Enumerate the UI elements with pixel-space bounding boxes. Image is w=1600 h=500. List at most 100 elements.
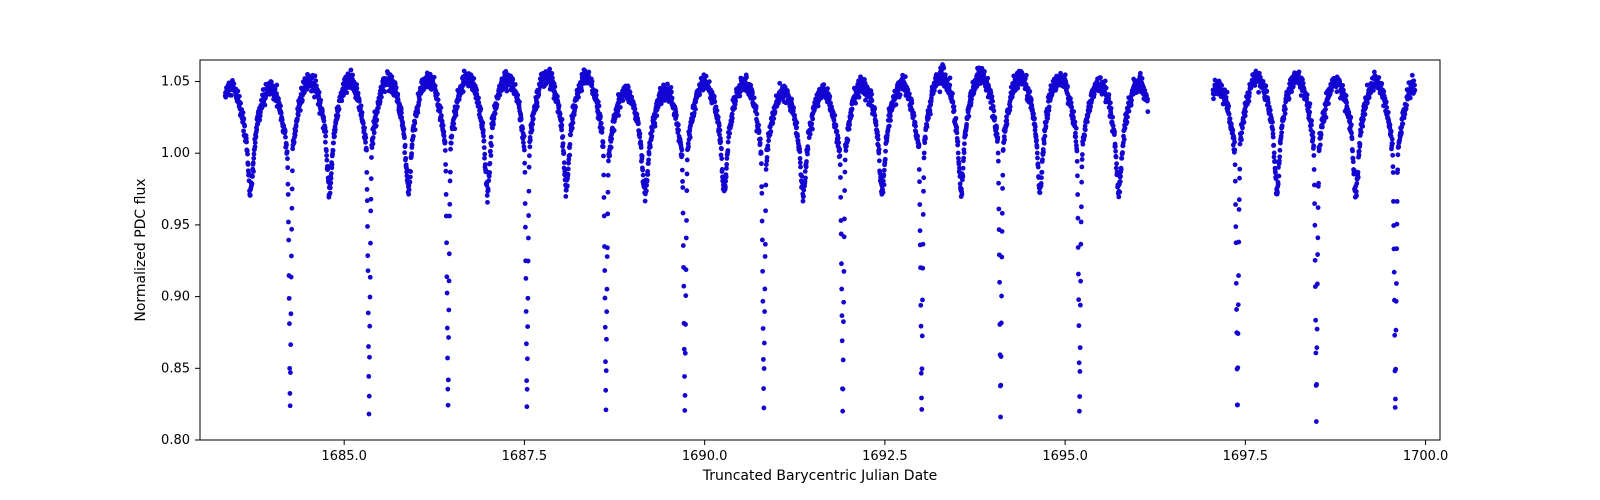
flux-point: [248, 193, 253, 198]
flux-point: [1384, 105, 1389, 110]
flux-point: [921, 189, 926, 194]
flux-point: [369, 155, 374, 160]
flux-point: [409, 151, 414, 156]
flux-point: [601, 144, 606, 149]
flux-point: [1123, 126, 1128, 131]
flux-point: [408, 169, 413, 174]
flux-point: [288, 370, 293, 375]
flux-point: [681, 211, 686, 216]
flux-point: [763, 242, 768, 247]
flux-point: [773, 109, 778, 114]
flux-point: [1287, 96, 1292, 101]
flux-point: [576, 95, 581, 100]
flux-point: [918, 303, 923, 308]
flux-point: [443, 169, 448, 174]
flux-point: [364, 170, 369, 175]
flux-point: [907, 91, 912, 96]
flux-point: [1116, 195, 1121, 200]
flux-point: [528, 138, 533, 143]
flux-point: [289, 275, 294, 280]
flux-point: [605, 211, 610, 216]
flux-point: [1389, 129, 1394, 134]
flux-point: [344, 90, 349, 95]
flux-point: [495, 102, 500, 107]
flux-point: [570, 126, 575, 131]
flux-point: [1315, 252, 1320, 257]
flux-point: [962, 141, 967, 146]
flux-point: [318, 98, 323, 103]
flux-point: [693, 107, 698, 112]
flux-point: [762, 366, 767, 371]
flux-point: [937, 89, 942, 94]
flux-point: [1040, 157, 1045, 162]
flux-point: [368, 295, 373, 300]
flux-point: [801, 194, 806, 199]
flux-point: [1240, 126, 1245, 131]
flux-point: [563, 194, 568, 199]
flux-point: [795, 134, 800, 139]
flux-point: [626, 85, 631, 90]
flux-point: [956, 139, 961, 144]
flux-point: [448, 170, 453, 175]
flux-point: [517, 99, 522, 104]
flux-point: [947, 83, 952, 88]
flux-point: [683, 351, 688, 356]
flux-point: [653, 124, 658, 129]
flux-point: [298, 108, 303, 113]
flux-point: [313, 73, 318, 78]
flux-point: [1311, 153, 1316, 158]
flux-point: [605, 254, 610, 259]
flux-point: [604, 337, 609, 342]
flux-point: [1280, 123, 1285, 128]
flux-point: [287, 366, 292, 371]
flux-point: [284, 142, 289, 147]
flux-point: [920, 266, 925, 271]
flux-point: [804, 165, 809, 170]
flux-point: [497, 93, 502, 98]
flux-point: [1320, 125, 1325, 130]
y-tick-label: 1.00: [161, 146, 190, 161]
flux-point: [1226, 104, 1231, 109]
flux-point: [952, 108, 957, 113]
flux-point: [1367, 95, 1372, 100]
flux-point: [1391, 170, 1396, 175]
flux-point: [1271, 135, 1276, 140]
flux-point: [909, 101, 914, 106]
flux-point: [1393, 397, 1398, 402]
flux-point: [596, 99, 601, 104]
flux-point: [571, 120, 576, 125]
flux-point: [443, 140, 448, 145]
flux-point: [1233, 162, 1238, 167]
flux-point: [821, 82, 826, 87]
flux-point: [350, 73, 355, 78]
flux-point: [1309, 123, 1314, 128]
flux-point: [1211, 96, 1216, 101]
flux-point: [251, 156, 256, 161]
flux-point: [1316, 205, 1321, 210]
flux-point: [1000, 229, 1005, 234]
flux-point: [1312, 201, 1317, 206]
flux-point: [1080, 157, 1085, 162]
flux-point: [847, 127, 852, 132]
flux-point: [436, 97, 441, 102]
flux-point: [559, 128, 564, 133]
flux-point: [764, 167, 769, 172]
flux-point: [531, 117, 536, 122]
x-tick-label: 1695.0: [1042, 449, 1088, 464]
flux-point: [367, 324, 372, 329]
flux-point: [1129, 103, 1134, 108]
flux-point: [1145, 109, 1150, 114]
flux-point: [1392, 270, 1397, 275]
flux-point: [682, 374, 687, 379]
flux-point: [235, 89, 240, 94]
flux-point: [488, 149, 493, 154]
flux-point: [602, 195, 607, 200]
flux-point: [759, 184, 764, 189]
flux-point: [1039, 181, 1044, 186]
flux-point: [1077, 369, 1082, 374]
flux-point: [832, 118, 837, 123]
flux-point: [526, 189, 531, 194]
flux-point: [961, 174, 966, 179]
flux-point: [412, 121, 417, 126]
flux-point: [485, 200, 490, 205]
